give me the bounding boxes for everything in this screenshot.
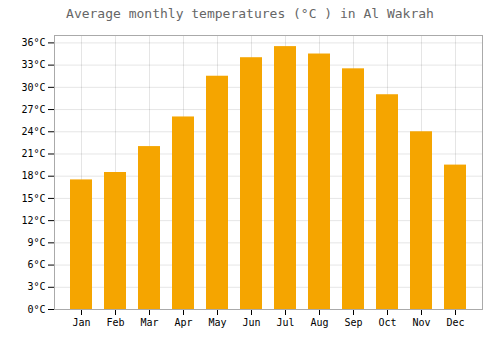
svg-text:Aug: Aug xyxy=(310,317,328,328)
svg-text:12°C: 12°C xyxy=(21,215,45,226)
svg-text:36°C: 36°C xyxy=(21,37,45,48)
svg-text:15°C: 15°C xyxy=(21,193,45,204)
svg-text:30°C: 30°C xyxy=(21,82,45,93)
svg-text:Sep: Sep xyxy=(344,317,362,328)
svg-text:Nov: Nov xyxy=(412,317,430,328)
svg-text:Apr: Apr xyxy=(174,317,192,328)
svg-text:18°C: 18°C xyxy=(21,170,45,181)
svg-text:Mar: Mar xyxy=(140,317,158,328)
svg-text:Dec: Dec xyxy=(446,317,464,328)
svg-text:3°C: 3°C xyxy=(27,281,45,292)
svg-text:May: May xyxy=(208,317,226,328)
svg-text:24°C: 24°C xyxy=(21,126,45,137)
svg-text:9°C: 9°C xyxy=(27,237,45,248)
svg-text:33°C: 33°C xyxy=(21,59,45,70)
svg-text:Jun: Jun xyxy=(242,317,260,328)
svg-text:Oct: Oct xyxy=(378,317,396,328)
svg-text:6°C: 6°C xyxy=(27,259,45,270)
svg-text:Jan: Jan xyxy=(72,317,90,328)
svg-text:21°C: 21°C xyxy=(21,148,45,159)
html-text:Average monthly temperatures (: Average monthly temperatures (°C ) in Al… xyxy=(66,6,434,21)
svg-text:0°C: 0°C xyxy=(27,304,45,315)
svg-text:27°C: 27°C xyxy=(21,104,45,115)
svg-text:Jul: Jul xyxy=(276,317,294,328)
svg-text:Feb: Feb xyxy=(106,317,124,328)
